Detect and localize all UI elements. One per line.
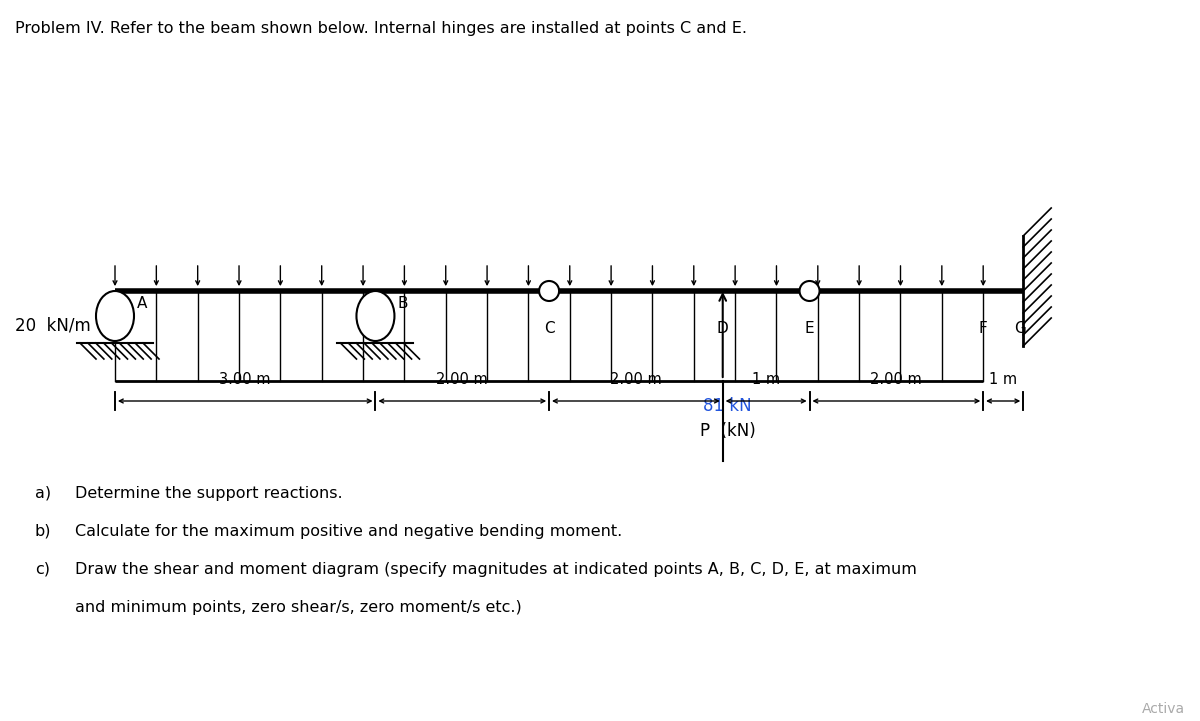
Text: 2.00 m: 2.00 m — [437, 372, 488, 387]
Text: Activa: Activa — [1142, 702, 1186, 716]
Text: c): c) — [35, 562, 50, 577]
Text: E: E — [805, 321, 815, 336]
Ellipse shape — [356, 291, 395, 341]
Ellipse shape — [96, 291, 134, 341]
Text: G: G — [1014, 321, 1026, 336]
Text: C: C — [544, 321, 554, 336]
Text: A: A — [137, 296, 148, 311]
Text: P  (kN): P (kN) — [700, 422, 756, 440]
Text: Determine the support reactions.: Determine the support reactions. — [74, 486, 343, 501]
Text: a): a) — [35, 486, 52, 501]
Circle shape — [539, 281, 559, 301]
Text: 1 m: 1 m — [752, 372, 780, 387]
Text: 3.00 m: 3.00 m — [220, 372, 271, 387]
Text: 20  kN/m: 20 kN/m — [14, 317, 91, 335]
Text: Problem IV. Refer to the beam shown below. Internal hinges are installed at poin: Problem IV. Refer to the beam shown belo… — [14, 21, 746, 36]
Text: F: F — [979, 321, 988, 336]
Text: 2.00 m: 2.00 m — [870, 372, 923, 387]
Text: b): b) — [35, 524, 52, 539]
Text: 81 kN: 81 kN — [703, 397, 752, 415]
Text: 2.00 m: 2.00 m — [610, 372, 661, 387]
Text: Draw the shear and moment diagram (specify magnitudes at indicated points A, B, : Draw the shear and moment diagram (speci… — [74, 562, 917, 577]
Text: B: B — [397, 296, 408, 311]
Text: and minimum points, zero shear/s, zero moment/s etc.): and minimum points, zero shear/s, zero m… — [74, 600, 522, 615]
Circle shape — [799, 281, 820, 301]
Text: 1 m: 1 m — [989, 372, 1018, 387]
Text: D: D — [716, 321, 728, 336]
Text: Calculate for the maximum positive and negative bending moment.: Calculate for the maximum positive and n… — [74, 524, 623, 539]
